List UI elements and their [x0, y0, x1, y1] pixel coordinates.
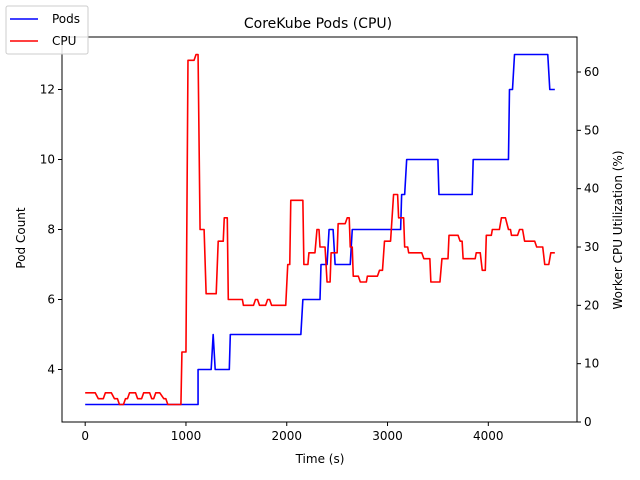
y-right-tick-label: 50: [584, 123, 599, 137]
x-tick-label: 2000: [271, 429, 302, 443]
y-right-tick-label: 60: [584, 65, 599, 79]
y-right-tick-label: 20: [584, 298, 599, 312]
y-axis-label-right: Worker CPU Utilization (%): [611, 150, 625, 309]
legend-label-pods: Pods: [52, 12, 80, 26]
x-tick-label: 0: [81, 429, 89, 443]
y-right-tick-label: 10: [584, 357, 599, 371]
y-left-tick-label: 8: [47, 223, 55, 237]
plot-area: 0 1000 2000 3000 4000 4 6 8 10 12 0 10 20 30 40 50 60: [40, 36, 599, 443]
chart-title: CoreKube Pods (CPU): [244, 16, 392, 32]
legend: Pods CPU: [5, 5, 89, 55]
y-right-tick-label: 40: [584, 182, 599, 196]
series-line-pods: [85, 53, 555, 406]
y-left-tick-label: 10: [40, 153, 55, 167]
x-axis-label: Time (s): [295, 452, 345, 466]
x-tick-label: 4000: [473, 429, 504, 443]
y-left-tick-label: 12: [40, 83, 55, 97]
series-line-cpu: [85, 53, 555, 406]
x-tick-label: 1000: [171, 429, 202, 443]
y-left-tick-label: 6: [47, 293, 55, 307]
y-left-tick-label: 4: [47, 363, 55, 377]
x-tick-label: 3000: [372, 429, 403, 443]
legend-label-cpu: CPU: [52, 34, 76, 48]
legend-frame: [5, 5, 89, 55]
y-axis-label-left: Pod Count: [14, 207, 28, 269]
y-right-tick-label: 30: [584, 240, 599, 254]
y-right-tick-label: 0: [584, 415, 592, 429]
